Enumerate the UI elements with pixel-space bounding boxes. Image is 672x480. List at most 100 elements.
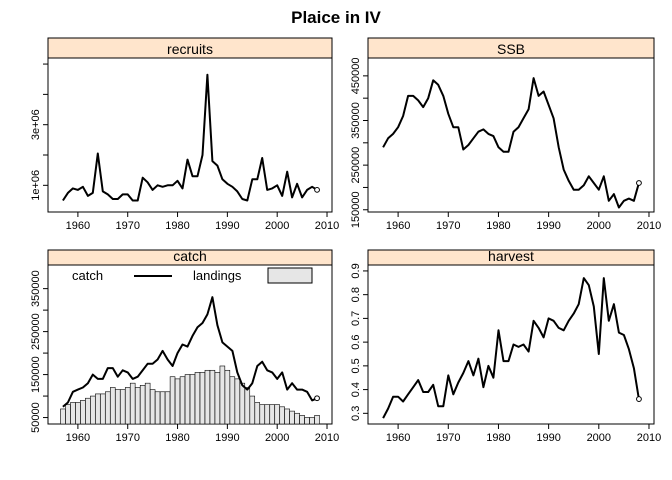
x-tick-label: 1970 [115, 220, 139, 232]
x-tick-label: 2000 [587, 220, 611, 232]
y-tick-label: 1e+06 [30, 170, 42, 201]
landings-bar [149, 389, 156, 425]
panel-ssb: SSB 1960 1970 1980 1990 2000 2010 150000 250000 3… [350, 37, 661, 232]
series-line [382, 277, 640, 419]
landings-bar [204, 369, 211, 425]
landings-bar [264, 404, 270, 425]
series-line [382, 77, 640, 209]
y-tick-label: 0.9 [350, 263, 362, 278]
strip-label: recruits [167, 41, 213, 57]
landings-bar [90, 395, 96, 425]
panel-catch: catch 1960 1970 1980 1990 2000 2010 50000 150000… [30, 248, 339, 444]
y-tick-label: 0.4 [350, 382, 362, 397]
landings-bar [244, 387, 251, 425]
landings-bar [115, 389, 121, 425]
landings-bar [259, 404, 265, 425]
landings-bar [70, 402, 76, 425]
landings-bar [219, 365, 226, 425]
landings-bar [164, 391, 171, 425]
y-tick-label: 350000 [350, 102, 362, 139]
chart-title: Plaice in IV [291, 8, 381, 27]
landings-bar [274, 404, 280, 425]
landings-bar [214, 372, 221, 425]
legend-label-landings: landings [193, 268, 242, 283]
legend-swatch-landings [267, 267, 313, 284]
landings-bar [169, 376, 176, 425]
y-tick-label: 0.6 [350, 334, 362, 349]
landings-bar [189, 374, 196, 425]
landings-bar [124, 387, 131, 425]
plot-frame [367, 264, 655, 425]
y-tick-label: 250000 [350, 147, 362, 184]
last-point-marker [636, 180, 642, 186]
x-tick-label: 1980 [486, 432, 510, 444]
landings-bar [105, 391, 111, 425]
landings-bar [209, 369, 216, 425]
landings-bar [65, 404, 71, 425]
landings-bar [224, 369, 231, 425]
landings-bar [299, 415, 305, 425]
series-line [62, 73, 318, 202]
landings-bar [154, 391, 161, 425]
y-tick-label: 3e+06 [30, 109, 42, 140]
plot-frame [47, 57, 333, 213]
landings-bar [314, 415, 320, 425]
x-tick-label: 2000 [265, 220, 289, 232]
strip-label: SSB [497, 41, 525, 57]
landings-bar [294, 412, 300, 425]
y-tick-label: 0.5 [350, 358, 362, 373]
plot-frame [367, 57, 655, 213]
x-tick-label: 1980 [486, 220, 510, 232]
x-tick-label: 1990 [215, 220, 239, 232]
landings-bar [284, 408, 290, 425]
x-tick-label: 1980 [165, 432, 189, 444]
x-tick-label: 2000 [587, 432, 611, 444]
landings-bar [100, 393, 106, 425]
x-tick-label: 1970 [115, 432, 139, 444]
landings-bar [194, 372, 201, 425]
y-tick-label: 0.3 [350, 406, 362, 421]
y-tick-label: 0.7 [350, 311, 362, 326]
y-tick-label: 150000 [30, 356, 42, 393]
landings-bar [304, 417, 310, 425]
landings-bar [269, 404, 275, 425]
series-line [62, 296, 318, 408]
x-tick-label: 1990 [215, 432, 239, 444]
landings-bar [254, 402, 261, 425]
x-tick-label: 2010 [315, 220, 339, 232]
legend-label-catch: catch [72, 268, 103, 283]
landings-bar [85, 397, 91, 425]
landings-bar [249, 395, 256, 425]
landings-bar [75, 402, 81, 425]
landings-bar [184, 374, 191, 425]
x-tick-label: 1960 [66, 220, 90, 232]
landings-bar [234, 378, 241, 425]
x-tick-label: 1970 [436, 220, 460, 232]
panels: recruits 1960 1970 1980 1990 2000 2010 1e+06 3e+… [30, 37, 661, 444]
landings-bar [309, 417, 315, 425]
last-point-marker [314, 186, 320, 193]
landings-bar [289, 410, 295, 425]
strip-label: catch [173, 248, 206, 264]
x-tick-label: 2010 [637, 432, 661, 444]
x-tick-label: 1970 [436, 432, 460, 444]
landings-bar [179, 376, 186, 425]
x-tick-label: 1960 [66, 432, 90, 444]
landings-bar [80, 400, 86, 425]
landings-bar [174, 378, 181, 425]
y-tick-label: 350000 [30, 270, 42, 307]
x-tick-label: 1960 [386, 220, 410, 232]
y-tick-label: 450000 [350, 57, 362, 94]
landings-bar [110, 387, 116, 425]
x-tick-label: 1980 [165, 220, 189, 232]
landings-bar [134, 387, 141, 425]
x-tick-label: 1990 [536, 432, 560, 444]
y-tick-label: 0.8 [350, 287, 362, 302]
x-tick-label: 2010 [637, 220, 661, 232]
landings-bar [159, 391, 166, 425]
x-tick-label: 2010 [315, 432, 339, 444]
landings-bar [119, 389, 126, 425]
x-tick-label: 2000 [265, 432, 289, 444]
landings-bar [139, 385, 146, 425]
